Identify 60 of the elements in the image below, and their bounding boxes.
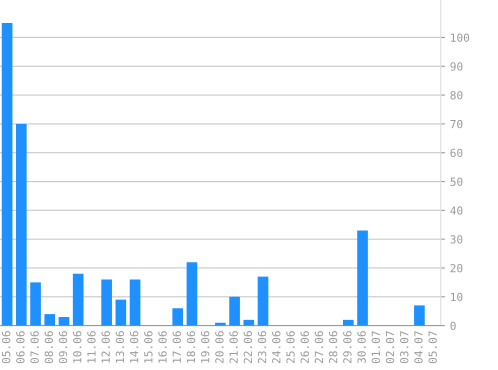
x-tick-label: 25.06 bbox=[286, 331, 295, 364]
x-tick-label: 26.06 bbox=[300, 331, 309, 364]
x-tick-label: 03.07 bbox=[400, 331, 408, 364]
bar bbox=[72, 274, 84, 326]
y-tick-label: 50 bbox=[450, 178, 462, 186]
bar bbox=[342, 320, 354, 326]
x-tick-label: 04.07 bbox=[414, 331, 423, 364]
x-tick-label: 19.06 bbox=[200, 331, 210, 363]
x-tick-label: 09.06 bbox=[58, 331, 68, 364]
x-tick-label: 29.06 bbox=[343, 331, 352, 364]
bar bbox=[229, 296, 240, 326]
x-tick-label: 05.06 bbox=[2, 331, 10, 364]
x-tick-label: 02.07 bbox=[386, 331, 394, 364]
x-tick-label: 18.06 bbox=[186, 331, 196, 363]
bar bbox=[116, 300, 126, 326]
x-tick-label: 05.07 bbox=[428, 331, 437, 364]
y-tick-label: 70 bbox=[450, 120, 462, 128]
x-tick-label: 11.06 bbox=[87, 331, 96, 363]
bar bbox=[2, 23, 12, 326]
x-tick-label: 24.06 bbox=[272, 331, 280, 364]
x-tick-label: 14.06 bbox=[130, 331, 138, 363]
bar bbox=[130, 279, 140, 326]
y-tick-label: 10 bbox=[451, 292, 462, 302]
x-tick-label: 28.06 bbox=[328, 331, 338, 364]
x-tick-label: 17.06 bbox=[172, 331, 181, 363]
bar bbox=[172, 308, 184, 326]
x-tick-label: 27.06 bbox=[314, 331, 324, 364]
x-tick-label: 22.06 bbox=[244, 331, 252, 364]
x-tick-label: 16.06 bbox=[158, 331, 167, 363]
y-tick-label: 60 bbox=[450, 148, 462, 158]
x-tick-label: 15.06 bbox=[144, 331, 153, 363]
x-tick-label: 30.06 bbox=[357, 331, 366, 364]
x-tick-label: 23.06 bbox=[258, 331, 266, 364]
bar bbox=[30, 282, 41, 326]
y-tick-label: 90 bbox=[450, 62, 462, 71]
y-tick-label: 40 bbox=[450, 206, 462, 215]
y-tick-label: 0 bbox=[450, 322, 456, 330]
x-tick-label: 01.07 bbox=[372, 331, 380, 364]
bar bbox=[414, 305, 425, 326]
bar bbox=[186, 262, 198, 326]
x-tick-label: 12.06 bbox=[101, 331, 110, 363]
y-tick-label: 30 bbox=[450, 235, 462, 244]
x-tick-label: 20.06 bbox=[215, 331, 224, 364]
bar bbox=[215, 322, 226, 326]
y-tick-label: 20 bbox=[450, 264, 462, 272]
y-tick-label: 100 bbox=[451, 33, 470, 42]
y-tick-label: 80 bbox=[450, 91, 462, 100]
x-tick-label: 21.06 bbox=[229, 331, 238, 364]
x-tick-label: 10.06 bbox=[73, 331, 82, 363]
bar bbox=[258, 276, 268, 326]
x-tick-label: 13.06 bbox=[116, 331, 124, 363]
bar bbox=[44, 314, 56, 326]
bar bbox=[58, 316, 70, 326]
bar bbox=[101, 279, 112, 326]
bar bbox=[16, 124, 27, 326]
x-tick-label: 08.06 bbox=[44, 331, 54, 364]
x-tick-label: 06.06 bbox=[16, 331, 25, 364]
bar bbox=[243, 320, 254, 326]
bar bbox=[357, 230, 368, 326]
x-tick-label: 07.06 bbox=[30, 331, 39, 364]
